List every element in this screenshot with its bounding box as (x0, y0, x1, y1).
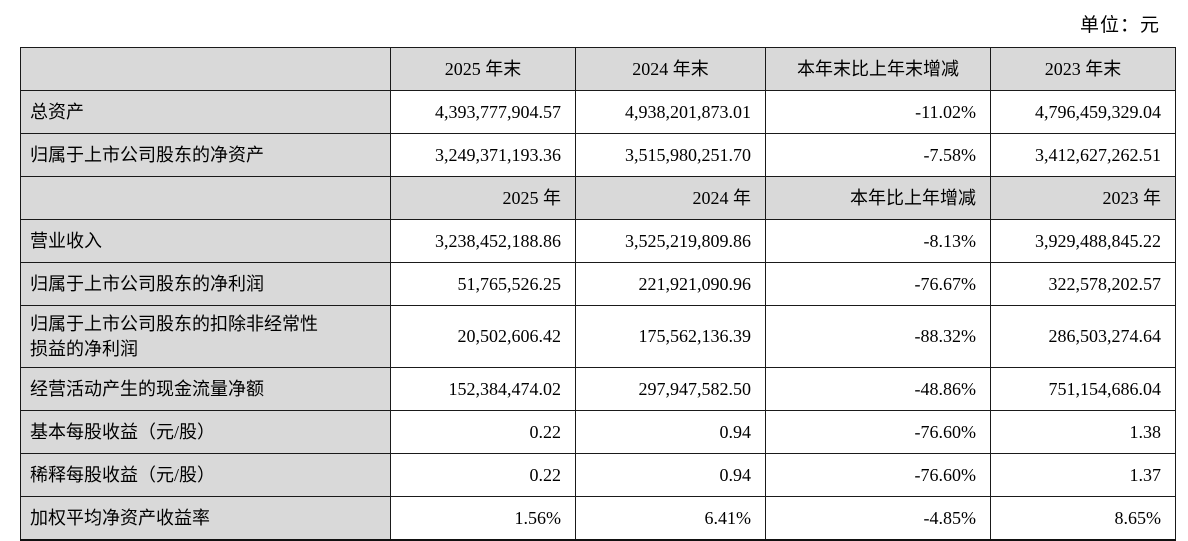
value-cell-change: -48.86% (765, 367, 991, 411)
header-cell-2024-end: 2024 年末 (575, 47, 766, 91)
table-row-revenue: 营业收入 3,238,452,188.86 3,525,219,809.86 -… (20, 219, 1176, 263)
row-label-cell: 总资产 (20, 90, 391, 134)
row-label-cell: 基本每股收益（元/股） (20, 410, 391, 454)
header-cell-2025: 2025 年 (390, 176, 576, 220)
value-cell-2024: 6.41% (575, 496, 766, 541)
value-cell-2024: 4,938,201,873.01 (575, 90, 766, 134)
value-cell-2023: 751,154,686.04 (990, 367, 1176, 411)
row-label-cell: 稀释每股收益（元/股） (20, 453, 391, 497)
row-label-cell: 归属于上市公司股东的扣除非经常性损益的净利润 (20, 305, 391, 368)
row-label-cell: 归属于上市公司股东的净资产 (20, 133, 391, 177)
value-cell-2024: 3,515,980,251.70 (575, 133, 766, 177)
header-corner-cell (20, 176, 391, 220)
value-cell-2023: 322,578,202.57 (990, 262, 1176, 306)
value-cell-2025: 3,238,452,188.86 (390, 219, 576, 263)
table-row-total-assets: 总资产 4,393,777,904.57 4,938,201,873.01 -1… (20, 90, 1176, 134)
value-cell-2025: 51,765,526.25 (390, 262, 576, 306)
value-cell-change: -76.60% (765, 453, 991, 497)
value-cell-change: -4.85% (765, 496, 991, 541)
value-cell-2023: 3,929,488,845.22 (990, 219, 1176, 263)
value-cell-2025: 0.22 (390, 453, 576, 497)
financial-summary-table: 2025 年末 2024 年末 本年末比上年末增减 2023 年末 总资产 4,… (20, 47, 1176, 541)
header-cell-2023: 2023 年 (990, 176, 1176, 220)
table-row-basic-eps: 基本每股收益（元/股） 0.22 0.94 -76.60% 1.38 (20, 410, 1176, 454)
value-cell-change: -76.67% (765, 262, 991, 306)
table-row-net-assets: 归属于上市公司股东的净资产 3,249,371,193.36 3,515,980… (20, 133, 1176, 177)
value-cell-2023: 1.37 (990, 453, 1176, 497)
value-cell-2024: 0.94 (575, 453, 766, 497)
row-label-cell: 营业收入 (20, 219, 391, 263)
row-label-cell: 加权平均净资产收益率 (20, 496, 391, 541)
value-cell-2023: 1.38 (990, 410, 1176, 454)
header-row-year: 2025 年 2024 年 本年比上年增减 2023 年 (20, 176, 1176, 220)
table-row-operating-cash-flow: 经营活动产生的现金流量净额 152,384,474.02 297,947,582… (20, 367, 1176, 411)
value-cell-change: -76.60% (765, 410, 991, 454)
header-row-year-end: 2025 年末 2024 年末 本年末比上年末增减 2023 年末 (20, 47, 1176, 91)
value-cell-2025: 3,249,371,193.36 (390, 133, 576, 177)
value-cell-2025: 20,502,606.42 (390, 305, 576, 368)
header-cell-2023-end: 2023 年末 (990, 47, 1176, 91)
table-row-net-profit: 归属于上市公司股东的净利润 51,765,526.25 221,921,090.… (20, 262, 1176, 306)
header-cell-2025-end: 2025 年末 (390, 47, 576, 91)
value-cell-2025: 1.56% (390, 496, 576, 541)
value-cell-change: -8.13% (765, 219, 991, 263)
table-row-net-profit-excl-nonrecurring: 归属于上市公司股东的扣除非经常性损益的净利润 20,502,606.42 175… (20, 305, 1176, 368)
value-cell-2024: 0.94 (575, 410, 766, 454)
value-cell-2023: 8.65% (990, 496, 1176, 541)
header-cell-change-year-end: 本年末比上年末增减 (765, 47, 991, 91)
value-cell-2023: 286,503,274.64 (990, 305, 1176, 368)
value-cell-2023: 3,412,627,262.51 (990, 133, 1176, 177)
value-cell-change: -7.58% (765, 133, 991, 177)
row-label-cell: 经营活动产生的现金流量净额 (20, 367, 391, 411)
value-cell-2024: 175,562,136.39 (575, 305, 766, 368)
unit-label: 单位：元 (1079, 15, 1160, 36)
value-cell-2025: 152,384,474.02 (390, 367, 576, 411)
row-label-cell: 归属于上市公司股东的净利润 (20, 262, 391, 306)
value-cell-2025: 4,393,777,904.57 (390, 90, 576, 134)
table-row-diluted-eps: 稀释每股收益（元/股） 0.22 0.94 -76.60% 1.37 (20, 453, 1176, 497)
value-cell-change: -88.32% (765, 305, 991, 368)
table-row-weighted-avg-roe: 加权平均净资产收益率 1.56% 6.41% -4.85% 8.65% (20, 496, 1176, 541)
value-cell-2023: 4,796,459,329.04 (990, 90, 1176, 134)
value-cell-2024: 297,947,582.50 (575, 367, 766, 411)
value-cell-2024: 221,921,090.96 (575, 262, 766, 306)
value-cell-2024: 3,525,219,809.86 (575, 219, 766, 263)
header-corner-cell (20, 47, 391, 91)
header-cell-change-year: 本年比上年增减 (765, 176, 991, 220)
value-cell-2025: 0.22 (390, 410, 576, 454)
value-cell-change: -11.02% (765, 90, 991, 134)
header-cell-2024: 2024 年 (575, 176, 766, 220)
